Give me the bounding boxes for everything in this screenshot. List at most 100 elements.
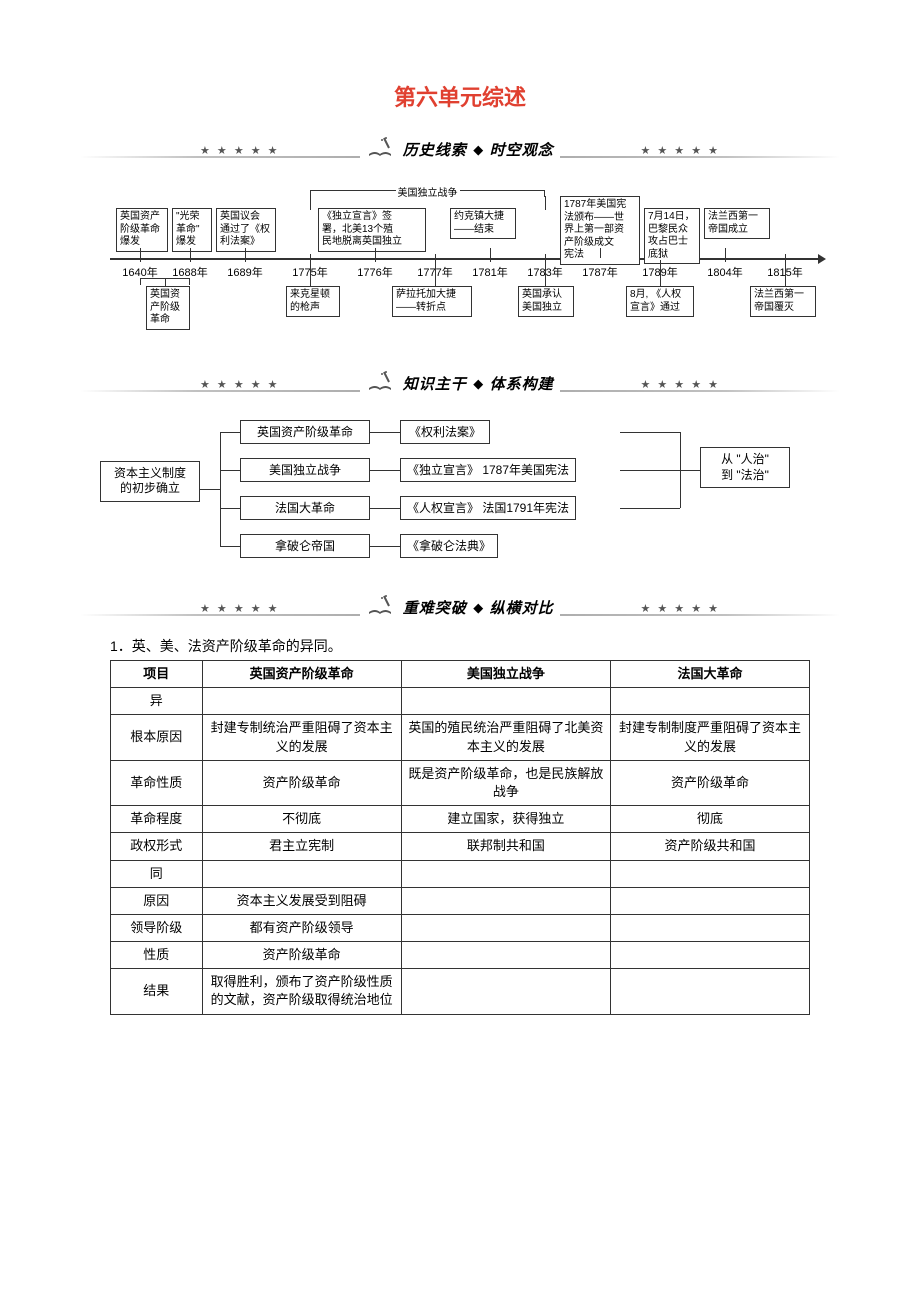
timeline-event-bottom: 英国承认美国独立	[518, 286, 574, 317]
timeline-event-top: 英国议会通过了《权利法案》	[216, 208, 276, 252]
section-1-left: 历史线索	[403, 139, 467, 160]
table-cell	[401, 942, 610, 969]
table-cell	[401, 914, 610, 941]
table-cell: 资产阶级革命	[202, 942, 401, 969]
table-cell	[610, 887, 809, 914]
timeline-event-bottom: 来克星顿的枪声	[286, 286, 340, 317]
table-row: 结果取得胜利，颁布了资产阶级性质的文献，资产阶级取得统治地位	[111, 969, 810, 1014]
book-pencil-icon	[366, 370, 394, 397]
ktree-mid: 法国大革命	[240, 496, 370, 520]
timeline-event-top: "光荣革命"爆发	[172, 208, 212, 252]
section-header-2: ★ ★ ★ ★ ★ ★ ★ ★ ★ ★ 知识主干 ◆ 体系构建	[80, 366, 840, 398]
table-cell	[401, 688, 610, 715]
table-cell: 不彻底	[202, 806, 401, 833]
table-cell: 领导阶级	[111, 914, 203, 941]
timeline-axis	[110, 258, 820, 260]
table-cell: 都有资产阶级领导	[202, 914, 401, 941]
ktree-root: 资本主义制度的初步确立	[100, 461, 200, 502]
table-cell: 结果	[111, 969, 203, 1014]
table-row: 异	[111, 688, 810, 715]
section-1-right: 时空观念	[490, 139, 554, 160]
book-pencil-icon	[366, 136, 394, 163]
ktree-right: 《权利法案》	[400, 420, 490, 444]
table-row: 原因资本主义发展受到阻碍	[111, 887, 810, 914]
table-header: 英国资产阶级革命	[202, 661, 401, 688]
stars-right: ★ ★ ★ ★ ★	[640, 144, 720, 157]
section-2-left: 知识主干	[403, 373, 467, 394]
timeline-year: 1804年	[707, 264, 742, 280]
table-row: 性质资产阶级革命	[111, 942, 810, 969]
table-cell: 既是资产阶级革命，也是民族解放战争	[401, 760, 610, 805]
table-header: 项目	[111, 661, 203, 688]
table-row: 革命程度不彻底建立国家，获得独立彻底	[111, 806, 810, 833]
table-cell	[610, 942, 809, 969]
timeline-year: 1781年	[472, 264, 507, 280]
table-cell	[202, 860, 401, 887]
table-cell: 革命程度	[111, 806, 203, 833]
ktree-right: 《人权宣言》 法国1791年宪法	[400, 496, 576, 520]
page-title: 第六单元综述	[80, 80, 840, 112]
table-row: 领导阶级都有资产阶级领导	[111, 914, 810, 941]
table-cell	[610, 914, 809, 941]
book-pencil-icon	[366, 594, 394, 621]
timeline-event-bottom: 8月, 《人权宣言》通过	[626, 286, 694, 317]
table-cell: 根本原因	[111, 715, 203, 760]
section-header-3: ★ ★ ★ ★ ★ ★ ★ ★ ★ ★ 重难突破 ◆ 纵横对比	[80, 590, 840, 622]
ktree-right: 《独立宣言》 1787年美国宪法	[400, 458, 576, 482]
table-cell: 性质	[111, 942, 203, 969]
table-cell: 建立国家，获得独立	[401, 806, 610, 833]
table-cell	[401, 860, 610, 887]
table-header: 美国独立战争	[401, 661, 610, 688]
timeline-event-top: 《独立宣言》签署，北美13个殖民地脱离英国独立	[318, 208, 426, 252]
table-cell: 封建专制统治严重阻碍了资本主义的发展	[202, 715, 401, 760]
timeline-event-top: 7月14日，巴黎民众攻占巴士底狱	[644, 208, 700, 264]
table-cell: 资产阶级共和国	[610, 833, 809, 860]
table-cell: 君主立宪制	[202, 833, 401, 860]
ktree-mid: 美国独立战争	[240, 458, 370, 482]
timeline: 1640年1688年1689年1775年1776年1777年1781年1783年…	[80, 178, 840, 348]
table-cell: 取得胜利，颁布了资产阶级性质的文献，资产阶级取得统治地位	[202, 969, 401, 1014]
table-row: 政权形式君主立宪制联邦制共和国资产阶级共和国	[111, 833, 810, 860]
timeline-year: 1776年	[357, 264, 392, 280]
timeline-year: 1689年	[227, 264, 262, 280]
table-cell: 资产阶级革命	[610, 760, 809, 805]
diamond-icon: ◆	[473, 142, 483, 158]
table-cell	[401, 887, 610, 914]
ktree-end: 从 "人治"到 "法治"	[700, 447, 790, 488]
table-cell	[610, 969, 809, 1014]
table-cell: 封建专制制度严重阻碍了资本主义的发展	[610, 715, 809, 760]
table-row: 革命性质资产阶级革命既是资产阶级革命，也是民族解放战争资产阶级革命	[111, 760, 810, 805]
section-header-1: ★ ★ ★ ★ ★ ★ ★ ★ ★ ★ 历史线索 ◆ 时空观念	[80, 132, 840, 164]
table-cell: 异	[111, 688, 203, 715]
table-cell: 革命性质	[111, 760, 203, 805]
table-cell: 彻底	[610, 806, 809, 833]
section-3-right: 纵横对比	[490, 597, 554, 618]
section-2-right: 体系构建	[490, 373, 554, 394]
table-cell: 政权形式	[111, 833, 203, 860]
table-header: 法国大革命	[610, 661, 809, 688]
table-cell: 资产阶级革命	[202, 760, 401, 805]
table-cell	[610, 688, 809, 715]
ktree-right: 《拿破仑法典》	[400, 534, 498, 558]
table-row: 同	[111, 860, 810, 887]
section-3-left: 重难突破	[403, 597, 467, 618]
paragraph-1: 1．英、美、法资产阶级革命的异同。	[110, 636, 840, 656]
timeline-year: 1787年	[582, 264, 617, 280]
table-row: 根本原因封建专制统治严重阻碍了资本主义的发展英国的殖民统治严重阻碍了北美资本主义…	[111, 715, 810, 760]
timeline-event-bottom: 萨拉托加大捷——转折点	[392, 286, 472, 317]
comparison-table: 项目英国资产阶级革命美国独立战争法国大革命异根本原因封建专制统治严重阻碍了资本主…	[110, 660, 810, 1015]
timeline-event-top: 法兰西第一帝国成立	[704, 208, 770, 239]
timeline-event-bottom: 法兰西第一帝国覆灭	[750, 286, 816, 317]
timeline-event-top: 英国资产阶级革命爆发	[116, 208, 168, 252]
table-cell: 原因	[111, 887, 203, 914]
table-cell: 英国的殖民统治严重阻碍了北美资本主义的发展	[401, 715, 610, 760]
timeline-bracket-label: 美国独立战争	[396, 184, 460, 199]
knowledge-tree: 资本主义制度的初步确立 英国资产阶级革命 《权利法案》美国独立战争 《独立宣言》 17…	[80, 412, 840, 572]
table-cell	[610, 860, 809, 887]
timeline-event-bottom: 英国资产阶级革命	[146, 286, 190, 330]
ktree-mid: 英国资产阶级革命	[240, 420, 370, 444]
table-cell: 联邦制共和国	[401, 833, 610, 860]
table-cell: 同	[111, 860, 203, 887]
timeline-event-top: 约克镇大捷——结束	[450, 208, 516, 239]
table-cell	[202, 688, 401, 715]
